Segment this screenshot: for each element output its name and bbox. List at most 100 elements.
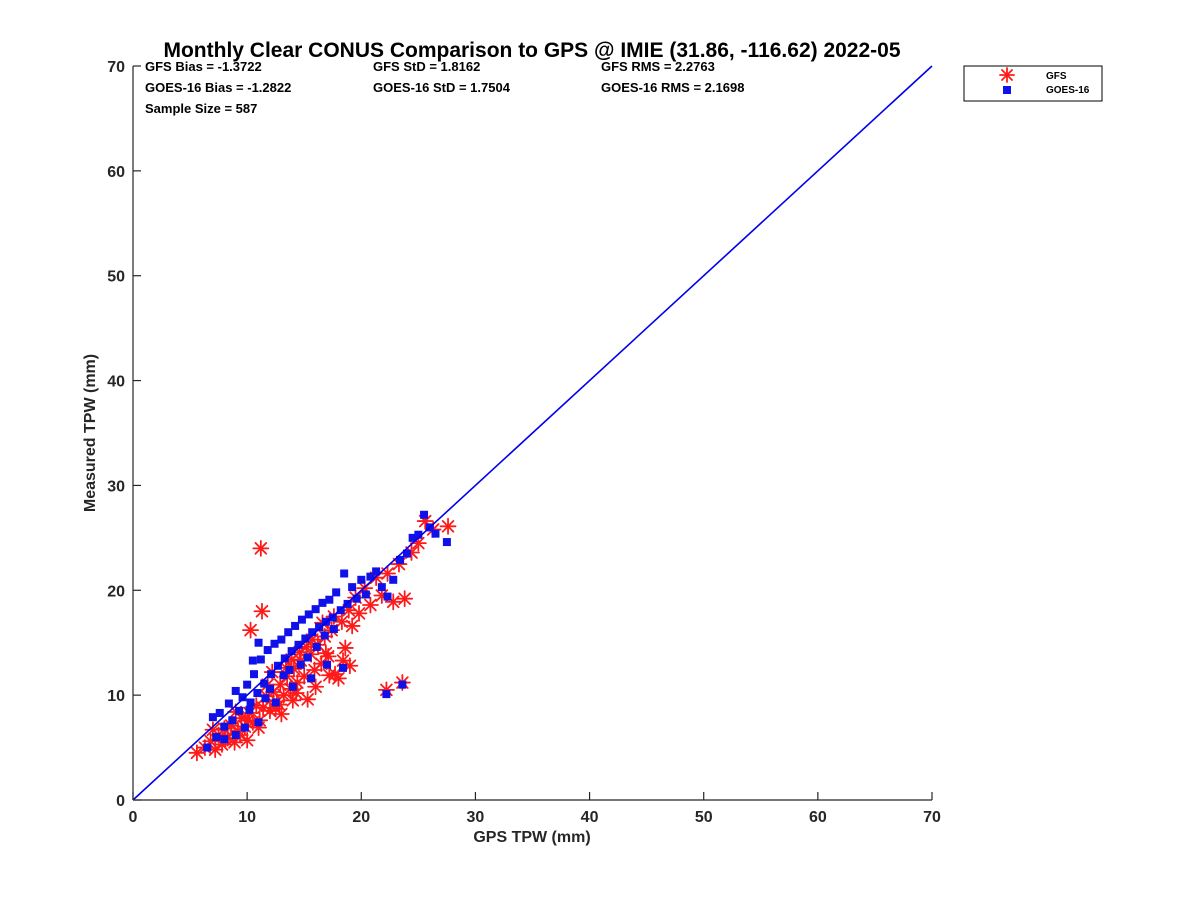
x-tick-label: 0	[129, 809, 138, 826]
goes16-point	[220, 735, 229, 744]
goes16-point	[377, 583, 386, 592]
goes16-point	[329, 625, 338, 634]
goes16-point	[284, 628, 293, 637]
goes16-point	[312, 642, 321, 651]
goes16-point	[260, 679, 269, 688]
goes16-point	[382, 690, 391, 699]
goes16-point	[323, 660, 332, 669]
plot-area: 0 10 20 30 40 50 60 70 0 10 20 30 40 50 60 70	[107, 59, 941, 826]
goes16-point	[228, 716, 237, 725]
goes16-point	[303, 653, 312, 662]
goes16-point	[254, 718, 263, 727]
statistics-block: GFS Bias = -1.3722 GFS StD = 1.8162 GFS …	[145, 59, 744, 116]
goes16-point	[253, 689, 262, 698]
goes16-point	[389, 575, 398, 584]
goes16-point	[304, 610, 313, 619]
gfs-point	[317, 644, 335, 662]
goes16-point	[383, 592, 392, 601]
goes16-point	[297, 615, 306, 624]
x-tick-label: 60	[809, 809, 827, 826]
gfs-rms: GFS RMS = 2.2763	[601, 59, 715, 74]
goes16-point	[325, 595, 334, 604]
goes16-point	[307, 674, 316, 683]
goes16-point	[279, 671, 288, 680]
x-tick-label: 50	[695, 809, 713, 826]
sample-size: Sample Size = 587	[145, 101, 257, 116]
goes16-point	[301, 634, 310, 643]
y-tick-label: 0	[116, 793, 125, 810]
goes16-point	[246, 698, 255, 707]
gfs-point	[320, 666, 338, 684]
goes16-rms: GOES-16 RMS = 2.1698	[601, 80, 744, 95]
y-tick-label: 30	[107, 478, 125, 495]
gfs-point	[439, 517, 457, 535]
x-tick-label: 70	[923, 809, 941, 826]
gfs-point	[362, 596, 379, 614]
goes16-point	[294, 640, 303, 649]
gfs-point	[238, 731, 256, 749]
legend-goes16-label: GOES-16	[1046, 85, 1090, 96]
axis-ticks: 0 10 20 30 40 50 60 70 0 10 20 30 40 50 60 70	[107, 59, 941, 826]
data-points	[188, 510, 457, 762]
goes16-point	[348, 583, 357, 592]
goes16-point	[249, 670, 258, 679]
gfs-point	[350, 604, 368, 622]
goes16-std: GOES-16 StD = 1.7504	[373, 80, 511, 95]
goes16-point	[231, 730, 240, 739]
x-tick-label: 40	[581, 809, 599, 826]
legend-gfs-marker	[999, 67, 1015, 83]
goes16-point	[291, 621, 300, 630]
legend-box	[963, 65, 1103, 102]
x-axis-label: GPS TPW (mm)	[473, 829, 590, 846]
goes16-point	[372, 567, 381, 576]
x-tick-label: 30	[467, 809, 485, 826]
goes16-point	[256, 655, 265, 664]
goes16-point	[215, 708, 224, 717]
reference-line	[132, 65, 933, 801]
goes16-point	[431, 529, 440, 538]
x-tick-label: 20	[352, 809, 370, 826]
goes16-point	[442, 538, 451, 547]
goes16-point	[238, 693, 247, 702]
goes16-point	[296, 660, 305, 669]
gfs-point	[252, 539, 270, 557]
goes16-point	[280, 654, 289, 663]
goes16-point	[261, 694, 270, 703]
goes16-point	[318, 598, 327, 607]
goes16-point	[231, 686, 240, 695]
goes16-point	[254, 638, 263, 647]
goes16-point	[277, 635, 286, 644]
y-tick-label: 70	[107, 59, 125, 76]
goes16-point	[340, 569, 349, 578]
goes16-point	[203, 743, 212, 752]
goes16-point	[243, 680, 252, 689]
goes16-point	[212, 733, 221, 742]
goes16-point	[287, 647, 296, 656]
goes16-point	[357, 575, 366, 584]
legend-asterisk	[999, 67, 1015, 83]
goes16-point	[332, 588, 341, 597]
y-tick-label: 40	[107, 374, 125, 391]
goes16-point	[311, 605, 320, 614]
y-tick-label: 20	[107, 583, 125, 600]
y-tick-label: 10	[107, 688, 125, 705]
goes16-point	[414, 530, 423, 539]
goes16-point	[402, 549, 411, 558]
gfs-point	[299, 690, 317, 708]
gfs-point	[343, 617, 361, 635]
goes16-point	[398, 680, 407, 689]
goes16-point	[339, 663, 348, 672]
legend-goes16-marker	[1003, 86, 1011, 94]
goes16-point	[240, 723, 249, 732]
goes16-point	[265, 684, 274, 693]
gfs-point	[307, 678, 325, 696]
legend-gfs-label: GFS	[1046, 71, 1067, 82]
goes16-point	[420, 510, 429, 519]
goes16-point	[270, 639, 279, 648]
gfs-point	[242, 621, 259, 639]
goes16-point	[361, 590, 370, 599]
goes16-point	[288, 682, 297, 691]
gfs-bias: GFS Bias = -1.3722	[145, 59, 262, 74]
goes16-point	[220, 722, 229, 731]
